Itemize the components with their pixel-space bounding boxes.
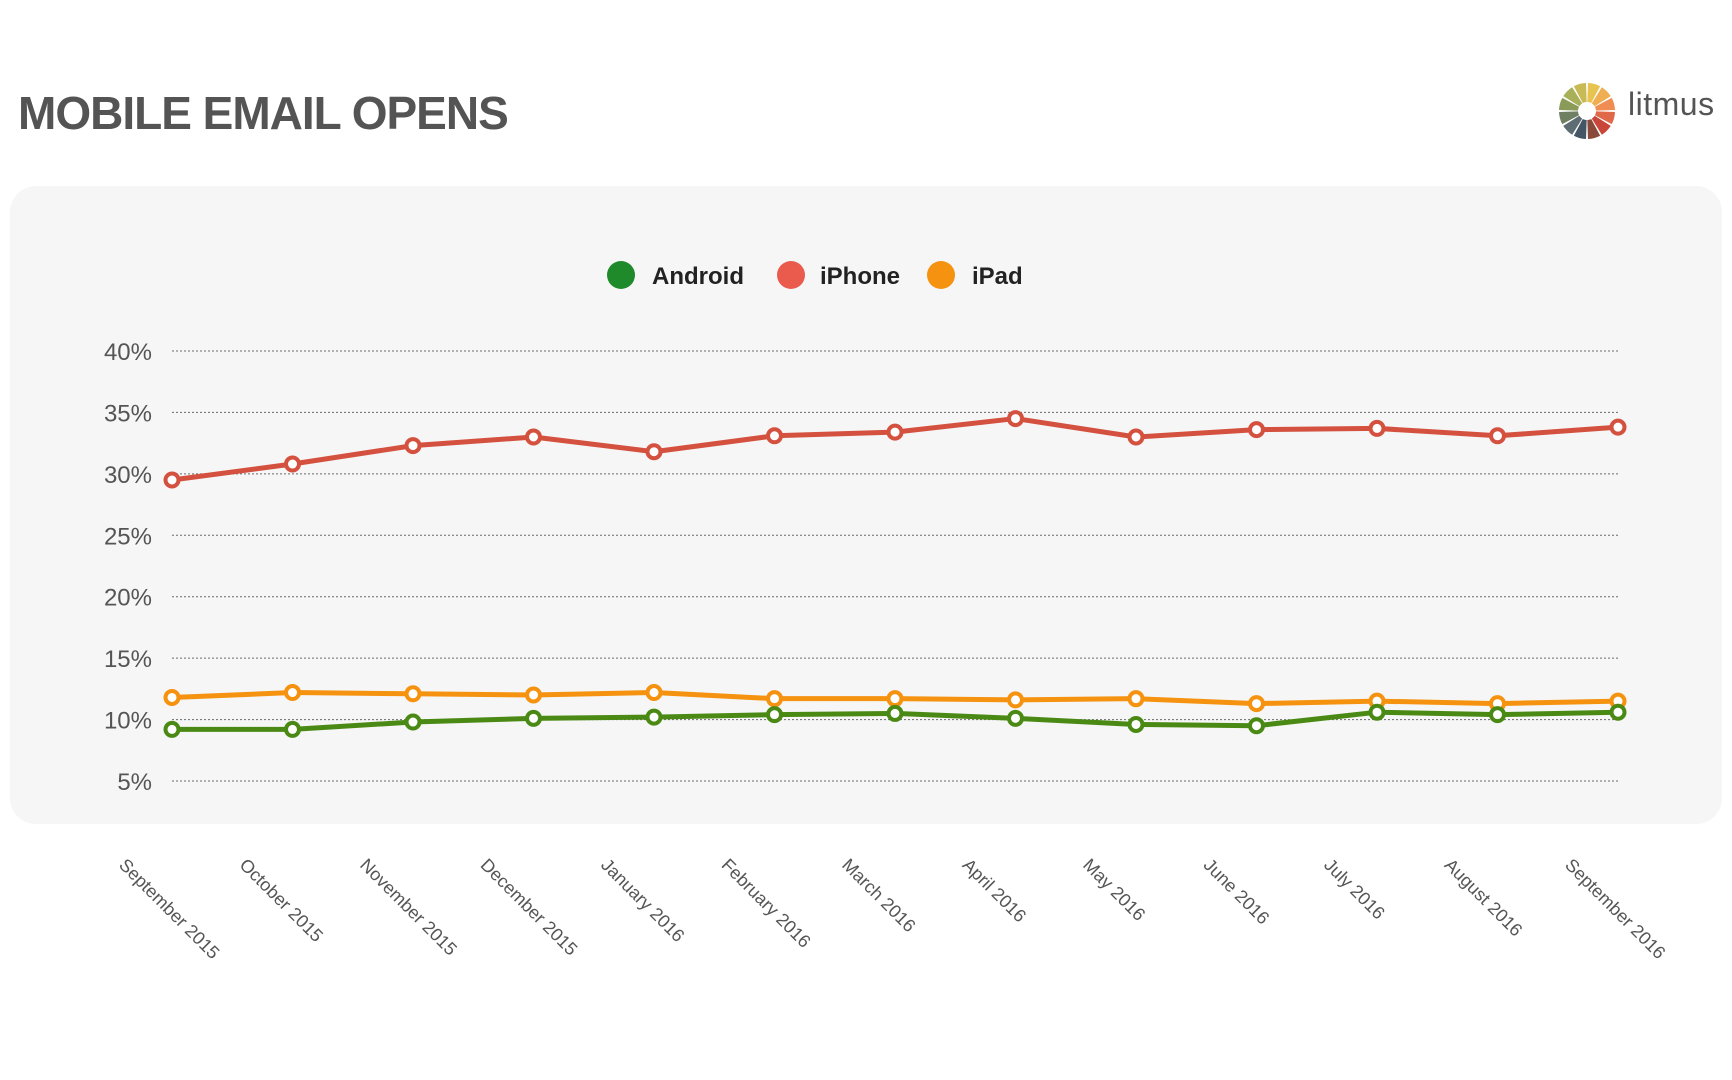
x-tick-label: April 2016: [959, 855, 1030, 926]
data-point-iphone: [1127, 428, 1145, 446]
data-point-iphone: [1609, 418, 1627, 436]
data-point-ipad: [766, 690, 783, 708]
data-point-android: [284, 720, 301, 738]
data-point-ipad: [1007, 691, 1024, 709]
y-tick-label: 30%: [104, 462, 152, 489]
y-tick-label: 20%: [104, 585, 152, 612]
litmus-logo: litmus: [1556, 80, 1726, 146]
legend: Android iPhone iPad: [607, 261, 1023, 290]
data-point-android: [1489, 706, 1506, 724]
legend-label: iPad: [972, 263, 1023, 290]
data-point-android: [1127, 715, 1145, 733]
x-tick-label: February 2016: [718, 855, 815, 952]
logo-text: litmus: [1628, 86, 1715, 122]
y-tick-label: 40%: [104, 339, 152, 366]
x-tick-label: September 2015: [115, 855, 223, 963]
y-tick-label: 5%: [117, 769, 152, 796]
y-tick-label: 15%: [104, 646, 152, 673]
logo-wheel-segment: [1573, 83, 1587, 104]
x-tick-label: March 2016: [838, 855, 919, 936]
x-tick-label: May 2016: [1079, 855, 1149, 925]
series-android: [163, 703, 1627, 738]
logo-wheel-segment: [1559, 97, 1580, 111]
x-tick-label: August 2016: [1441, 855, 1527, 941]
x-tick-label: November 2015: [356, 855, 461, 960]
logo-wheel-segment: [1594, 111, 1615, 125]
data-point-ipad: [163, 688, 181, 706]
x-tick-label: June 2016: [1200, 855, 1274, 929]
page-title: MOBILE EMAIL OPENS: [18, 87, 509, 139]
data-point-iphone: [1489, 427, 1506, 445]
data-point-android: [163, 720, 181, 738]
logo-wheel-segment: [1573, 118, 1587, 139]
legend-item-ipad: iPad: [927, 261, 1023, 290]
data-point-ipad: [404, 685, 422, 703]
logo-wheel-segment: [1559, 111, 1580, 125]
chart-panel: [10, 186, 1722, 824]
grid-lines: [172, 350, 1618, 782]
data-point-iphone: [1248, 421, 1265, 439]
data-point-ipad: [525, 686, 542, 704]
series-iphone: [163, 410, 1627, 489]
x-tick-label: September 2016: [1561, 855, 1669, 963]
data-point-ipad: [1127, 690, 1145, 708]
data-point-android: [1007, 709, 1024, 727]
logo-wheel-segment: [1563, 115, 1583, 135]
data-point-ipad: [645, 684, 663, 702]
data-point-android: [645, 708, 663, 726]
legend-item-android: Android: [607, 261, 744, 290]
legend-marker: [777, 261, 805, 289]
data-point-ipad: [284, 684, 301, 702]
data-point-android: [404, 713, 422, 731]
logo-wheel-segment: [1594, 97, 1615, 111]
series-ipad: [163, 684, 1627, 713]
data-point-android: [525, 709, 542, 727]
data-point-iphone: [645, 443, 663, 461]
x-tick-label: July 2016: [1320, 855, 1389, 924]
data-point-iphone: [404, 437, 422, 455]
data-point-iphone: [284, 455, 301, 473]
legend-label: Android: [652, 263, 744, 290]
data-point-android: [1248, 717, 1265, 735]
legend-marker: [607, 261, 635, 289]
legend-item-iphone: iPhone: [777, 261, 900, 290]
data-point-iphone: [886, 423, 904, 441]
data-point-android: [766, 706, 783, 724]
logo-wheel-segment: [1587, 83, 1601, 104]
x-tick-label: January 2016: [597, 855, 688, 946]
data-point-android: [886, 704, 904, 722]
legend-label: iPhone: [820, 263, 900, 290]
data-point-android: [1368, 703, 1386, 721]
data-point-android: [1609, 703, 1627, 721]
y-tick-label: 35%: [104, 400, 152, 427]
logo-wheel-segment: [1591, 115, 1611, 135]
series: [163, 410, 1627, 738]
data-point-iphone: [525, 428, 542, 446]
data-point-iphone: [1007, 410, 1024, 428]
data-point-iphone: [766, 427, 783, 445]
x-tick-label: October 2015: [236, 855, 327, 946]
legend-marker: [927, 261, 955, 289]
x-axis-ticks: September 2015 October 2015 November 2015 D…: [115, 855, 1669, 963]
y-tick-label: 10%: [104, 708, 152, 735]
y-axis-ticks: 40% 35% 30% 25% 20% 15% 10% 5%: [104, 339, 152, 796]
data-point-ipad: [1248, 695, 1265, 713]
y-tick-label: 25%: [104, 523, 152, 550]
data-point-iphone: [163, 471, 181, 489]
data-point-iphone: [1368, 419, 1386, 437]
logo-wheel-segment: [1587, 118, 1601, 139]
logo-wheel-segment: [1563, 87, 1583, 107]
data-point-ipad: [886, 690, 904, 708]
logo-wheel-segment: [1591, 87, 1611, 107]
logo-wheel-icon: [1559, 83, 1615, 139]
x-tick-label: December 2015: [477, 855, 582, 960]
